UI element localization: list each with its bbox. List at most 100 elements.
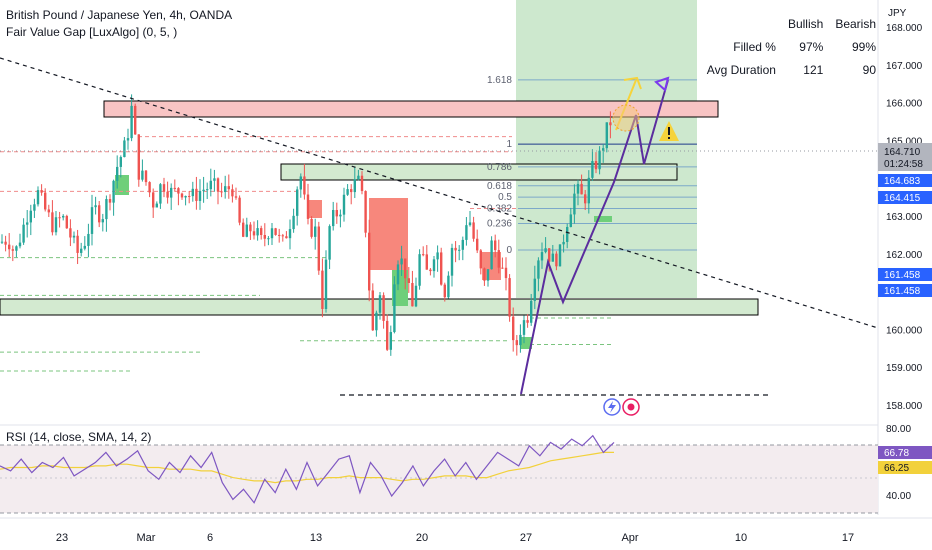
candle-body xyxy=(429,269,432,272)
indicator-label: Fair Value Gap [LuxAlgo] (0, 5, ) xyxy=(6,25,178,39)
candle-body xyxy=(278,234,281,236)
candle-body xyxy=(263,235,266,239)
candle-body xyxy=(324,259,328,310)
price-tick: 159.000 xyxy=(886,363,923,374)
fvg-bullish xyxy=(594,216,612,222)
event-icon[interactable] xyxy=(622,398,640,416)
candle-body xyxy=(180,193,184,198)
candle-body xyxy=(342,194,346,215)
candle-body xyxy=(234,196,238,198)
candle-body xyxy=(65,215,68,229)
candle-body xyxy=(490,240,493,270)
fib-label: 0.618 xyxy=(487,181,512,192)
stats-row-label: Avg Duration xyxy=(706,62,776,77)
stats-bullish-value: 97% xyxy=(799,39,824,54)
candle-body xyxy=(465,225,468,240)
candle-body xyxy=(447,275,450,298)
candle-body xyxy=(576,183,580,194)
time-tick: 13 xyxy=(310,532,322,544)
candle-body xyxy=(418,254,421,286)
candle-body xyxy=(454,247,457,251)
candle-body xyxy=(479,250,482,269)
candle-body xyxy=(436,252,439,260)
candle-body xyxy=(533,278,536,301)
candle-body xyxy=(306,194,310,219)
candle-body xyxy=(432,259,436,272)
stats-header-bearish: Bearish xyxy=(835,16,876,31)
candle-body xyxy=(476,238,479,251)
candle-body xyxy=(152,192,155,208)
candle-body xyxy=(87,233,90,246)
lightning-icon[interactable] xyxy=(603,398,621,416)
projection-path xyxy=(520,79,669,395)
candle-body xyxy=(569,214,572,227)
countdown: 01:24:58 xyxy=(884,159,923,170)
candle-body xyxy=(173,187,176,189)
candle-body xyxy=(371,290,374,331)
downtrend-line xyxy=(0,57,879,329)
candle-body xyxy=(328,226,331,260)
stats-bearish-value: 90 xyxy=(862,62,876,77)
price-tick: 168.000 xyxy=(886,23,923,34)
candle-body xyxy=(458,249,461,251)
candle-body xyxy=(443,284,446,298)
candle-body xyxy=(242,222,245,237)
candle-body xyxy=(15,246,18,251)
candle-body xyxy=(296,189,299,216)
time-tick: 23 xyxy=(56,532,68,544)
candle-body xyxy=(558,244,562,267)
time-tick: 17 xyxy=(842,532,854,544)
candle-body xyxy=(346,189,349,195)
candle-body xyxy=(76,235,79,253)
candle-body xyxy=(260,228,263,236)
candle-body xyxy=(112,180,115,203)
candle-body xyxy=(339,214,342,217)
fvg-bearish xyxy=(308,200,322,218)
candle-body xyxy=(184,195,187,198)
candle-body xyxy=(33,204,36,211)
candle-body xyxy=(407,278,410,284)
candle-body xyxy=(288,229,292,239)
candle-body xyxy=(594,161,598,170)
candle-body xyxy=(72,235,76,238)
candle-body xyxy=(36,190,40,205)
price-tick: 165.000 xyxy=(886,136,923,147)
candle-body xyxy=(83,245,86,249)
time-tick: 6 xyxy=(207,532,213,544)
candle-body xyxy=(605,122,608,149)
arrow-purple-icon xyxy=(654,76,670,92)
candle-body xyxy=(530,300,533,323)
fib-label: 0.5 xyxy=(498,192,512,203)
candle-body xyxy=(393,284,396,333)
stats-row-label: Filled % xyxy=(733,39,776,54)
candle-body xyxy=(188,195,191,197)
candle-body xyxy=(18,242,22,247)
candle-body xyxy=(321,270,324,310)
candle-body xyxy=(414,285,418,307)
time-tick: Apr xyxy=(621,532,638,544)
price-axis[interactable]: 168.000 167.000 166.000 165.000 163.000 162.0… xyxy=(886,23,923,412)
candle-body xyxy=(144,170,148,183)
supply-zone xyxy=(103,100,719,118)
fvg-bullish xyxy=(115,175,129,195)
price-tag: 164.683 xyxy=(884,176,921,187)
price-tick: 158.000 xyxy=(886,401,923,412)
candle-body xyxy=(548,248,551,262)
fvg-bullish xyxy=(520,337,532,349)
rsi-label: RSI (14, close, SMA, 14, 2) xyxy=(6,430,152,444)
candle-body xyxy=(382,295,385,321)
time-axis[interactable]: 23 Mar 6 13 20 27 Apr 10 17 xyxy=(56,532,854,544)
fib-label: 0.786 xyxy=(487,162,512,173)
candle-body xyxy=(191,188,194,197)
candle-body xyxy=(584,194,587,204)
candle-body xyxy=(238,197,241,223)
candle-body xyxy=(335,209,338,217)
fib-label: 0.236 xyxy=(487,219,512,230)
candle-body xyxy=(299,176,302,190)
candle-body xyxy=(314,226,317,237)
candle-body xyxy=(544,248,547,253)
last-price: 164.710 xyxy=(884,147,921,158)
fvg-bullish xyxy=(392,270,408,306)
candle-body xyxy=(166,191,169,198)
